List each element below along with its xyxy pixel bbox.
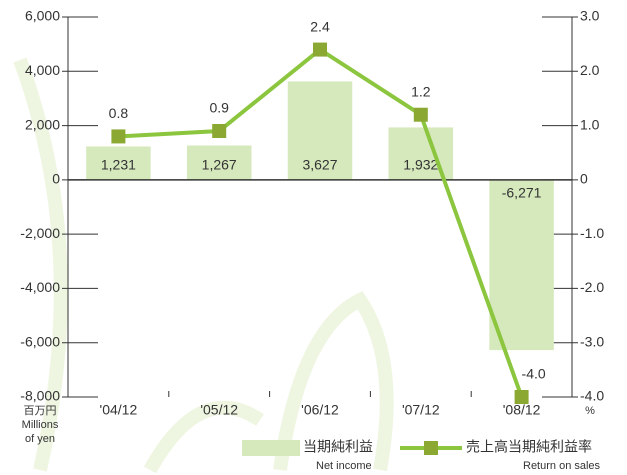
y-tick-label: 0	[52, 171, 60, 187]
marker	[515, 390, 529, 404]
y-unit-label: 百万円	[24, 405, 57, 417]
y2-tick-label: -4.0	[580, 388, 604, 404]
legend-swatch	[242, 440, 300, 456]
y2-tick-label: -2.0	[580, 279, 604, 295]
marker	[212, 124, 226, 138]
y2-tick-label: 2.0	[580, 62, 600, 78]
y-tick-label: -8,000	[20, 388, 60, 404]
legend-label: 当期純利益	[303, 439, 373, 455]
page: 百万円 Millions of yen % 6,000 4,000 2,000 0 -2…	[0, 0, 627, 475]
bar-value-label: -6,271	[502, 185, 542, 201]
marker	[313, 43, 327, 57]
line-value-label: 1.2	[411, 83, 431, 99]
line-value-label: 0.9	[209, 100, 229, 116]
line-value-label: -4.0	[522, 366, 546, 382]
y-tick-label: -2,000	[20, 225, 60, 241]
marker	[414, 108, 428, 122]
x-tick-label: '08/12	[503, 402, 541, 418]
y2-tick-label: 0	[580, 171, 588, 187]
line-value-label: 0.8	[109, 105, 129, 121]
line-value-label: 2.4	[310, 18, 330, 34]
y2-unit-label: %	[585, 405, 595, 417]
y-tick-label: -6,000	[20, 333, 60, 349]
x-tick-label: '07/12	[402, 402, 440, 418]
x-tick-label: '04/12	[100, 402, 138, 418]
x-tick-label: '06/12	[301, 402, 339, 418]
x-tick-label: '05/12	[200, 402, 238, 418]
legend-sublabel: Net income	[316, 460, 372, 472]
y2-tick-label: -3.0	[580, 333, 604, 349]
y-unit-label: Millions	[22, 419, 59, 431]
y2-tick-label: 1.0	[580, 116, 600, 132]
legend-sublabel: Return on sales	[523, 460, 601, 472]
bar-value-label: 3,627	[302, 157, 337, 173]
legend-swatch	[424, 441, 438, 455]
y2-tick-label: -1.0	[580, 225, 604, 241]
chart: 百万円 Millions of yen % 6,000 4,000 2,000 0 -2…	[0, 0, 627, 475]
y-tick-label: 6,000	[25, 8, 60, 24]
y-unit-label: of yen	[25, 433, 55, 445]
legend-label: 売上高当期純利益率	[466, 439, 592, 455]
bar	[489, 180, 554, 350]
y-tick-label: 4,000	[25, 62, 60, 78]
bar-value-label: 1,932	[403, 157, 438, 173]
y-tick-label: -4,000	[20, 279, 60, 295]
y2-tick-label: 3.0	[580, 8, 600, 24]
y-tick-label: 2,000	[25, 116, 60, 132]
marker	[111, 129, 125, 143]
bar-value-label: 1,267	[202, 157, 237, 173]
bar-value-label: 1,231	[101, 157, 136, 173]
